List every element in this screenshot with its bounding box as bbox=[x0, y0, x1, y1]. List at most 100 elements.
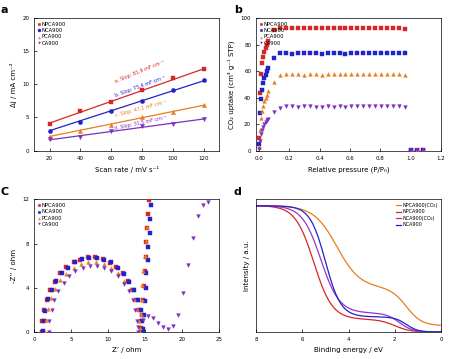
Point bbox=[121, 271, 128, 277]
Point bbox=[77, 129, 84, 134]
Point bbox=[45, 307, 52, 312]
Point bbox=[129, 287, 136, 293]
NCA900 bbox=[438, 330, 444, 334]
Point bbox=[257, 111, 264, 116]
Point bbox=[154, 320, 161, 326]
NPCA900 bbox=[367, 317, 372, 322]
Point bbox=[396, 103, 403, 109]
Point bbox=[51, 279, 58, 285]
Point bbox=[200, 116, 207, 122]
Point bbox=[106, 260, 113, 266]
NPCA900(CO₂) bbox=[421, 320, 427, 324]
Point bbox=[330, 71, 337, 77]
Point bbox=[271, 55, 278, 61]
Point bbox=[312, 50, 319, 56]
Point bbox=[144, 257, 151, 263]
Legend: NPCA900, NCA900, PCA900, CA900: NPCA900, NCA900, PCA900, CA900 bbox=[37, 202, 67, 228]
X-axis label: Binding energy / eV: Binding energy / eV bbox=[314, 348, 383, 354]
Point bbox=[126, 286, 133, 292]
Point bbox=[401, 26, 409, 32]
Point bbox=[372, 50, 379, 56]
Point bbox=[413, 148, 420, 154]
Point bbox=[135, 318, 142, 324]
Point bbox=[125, 289, 132, 294]
Point bbox=[324, 103, 331, 109]
NPCA900(CO₂) bbox=[363, 279, 368, 284]
NCA900(CO₂) bbox=[438, 330, 444, 334]
Point bbox=[258, 131, 265, 137]
Point bbox=[143, 225, 151, 230]
Point bbox=[115, 265, 122, 270]
Point bbox=[131, 287, 138, 293]
Point bbox=[107, 268, 115, 274]
Point bbox=[144, 313, 152, 319]
Point bbox=[94, 263, 101, 269]
Point bbox=[108, 129, 115, 134]
Line: NPCA900: NPCA900 bbox=[256, 206, 441, 332]
Point bbox=[407, 147, 414, 153]
Point bbox=[60, 280, 67, 286]
Point bbox=[383, 50, 391, 56]
Point bbox=[170, 87, 177, 93]
Point bbox=[372, 71, 379, 77]
Point bbox=[336, 51, 343, 56]
Point bbox=[51, 286, 59, 292]
Point bbox=[140, 268, 147, 274]
Point bbox=[271, 79, 278, 85]
Point bbox=[348, 71, 355, 77]
Point bbox=[407, 148, 414, 154]
Point bbox=[194, 214, 202, 219]
Point bbox=[318, 104, 325, 109]
Point bbox=[72, 269, 79, 274]
Point bbox=[257, 90, 264, 96]
NCA900 bbox=[254, 204, 259, 208]
Point bbox=[306, 50, 313, 56]
Point bbox=[419, 148, 427, 154]
X-axis label: Z’ / ohm: Z’ / ohm bbox=[112, 348, 141, 354]
Point bbox=[419, 148, 427, 154]
Point bbox=[288, 71, 295, 76]
Point bbox=[146, 230, 153, 236]
Point bbox=[261, 121, 268, 127]
NCA900 bbox=[364, 314, 369, 318]
NPCA900 bbox=[254, 204, 259, 208]
Point bbox=[390, 25, 397, 31]
Point bbox=[342, 71, 349, 76]
Point bbox=[318, 72, 325, 78]
NCA900(CO₂) bbox=[367, 311, 372, 315]
Point bbox=[366, 25, 373, 31]
Point bbox=[260, 124, 267, 130]
Point bbox=[294, 25, 301, 31]
Point bbox=[348, 50, 355, 56]
Point bbox=[120, 281, 127, 286]
NPCA900(CO₂) bbox=[253, 204, 259, 208]
Point bbox=[46, 328, 53, 334]
Text: c. Slop: 47.1 mF cm⁻²: c. Slop: 47.1 mF cm⁻² bbox=[115, 100, 167, 118]
Point bbox=[300, 50, 308, 56]
Point bbox=[63, 271, 70, 276]
Point bbox=[119, 270, 126, 276]
NPCA900(CO₂) bbox=[364, 280, 369, 284]
Point bbox=[38, 329, 46, 335]
Point bbox=[265, 38, 272, 44]
Point bbox=[354, 103, 361, 109]
Point bbox=[142, 238, 149, 244]
Point bbox=[46, 128, 53, 134]
Point bbox=[300, 25, 308, 31]
Point bbox=[294, 51, 301, 56]
NCA900 bbox=[409, 326, 414, 330]
Point bbox=[282, 103, 290, 109]
Point bbox=[200, 102, 207, 108]
Point bbox=[258, 116, 265, 121]
Point bbox=[40, 328, 47, 334]
Point bbox=[142, 285, 149, 290]
NPCA900(CO₂) bbox=[254, 204, 259, 208]
Point bbox=[330, 104, 337, 109]
Point bbox=[259, 60, 266, 66]
Point bbox=[306, 71, 313, 77]
Point bbox=[141, 298, 148, 304]
Point bbox=[300, 72, 308, 78]
Point bbox=[263, 42, 270, 47]
Point bbox=[138, 326, 145, 331]
Point bbox=[143, 271, 150, 276]
